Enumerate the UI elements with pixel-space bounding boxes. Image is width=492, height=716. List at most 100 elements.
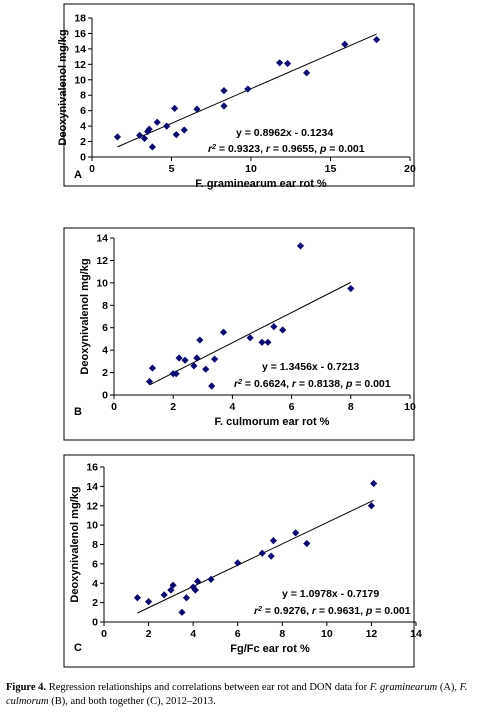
data-point — [175, 354, 183, 362]
y-tick-label: 14 — [74, 43, 86, 55]
x-tick-label: 6 — [235, 628, 241, 640]
data-point — [220, 102, 228, 110]
data-point — [193, 354, 201, 362]
x-tick-label: 10 — [245, 163, 257, 175]
data-point — [145, 125, 153, 133]
y-axis-title: Deoxynivalenol mg/kg — [57, 29, 69, 145]
x-tick-label: 0 — [111, 401, 117, 413]
data-point — [276, 59, 284, 67]
data-point — [148, 364, 157, 372]
data-point — [181, 356, 189, 364]
x-tick-label: 6 — [289, 401, 295, 413]
figure-caption: Figure 4. Regression relationships and c… — [6, 681, 488, 709]
data-point — [270, 322, 278, 331]
y-tick-label: 18 — [74, 13, 86, 25]
y-tick-label: 14 — [96, 233, 108, 245]
x-tick-label: 2 — [170, 401, 176, 413]
caption-prefix: Figure 4. — [6, 682, 47, 693]
y-axis-title: Deoxynivalenol mg/kg — [69, 486, 81, 602]
data-point — [373, 36, 381, 44]
x-tick-label: 10 — [321, 628, 333, 640]
y-tick-label: 16 — [86, 462, 98, 474]
y-tick-label: 8 — [102, 300, 108, 312]
data-point — [136, 131, 144, 139]
chart-panel-b: 0 2 4 6 8 10 12 14 0 2 4 6 8 10 F. culmorum ear rot % D… — [63, 227, 416, 441]
data-point — [370, 479, 378, 488]
data-point — [178, 608, 186, 616]
y-tick-label: 10 — [96, 277, 108, 289]
data-point — [133, 594, 142, 602]
x-tick-label: 12 — [366, 628, 378, 640]
caption-text-1: Regression relationships and correlation… — [46, 682, 370, 693]
x-tick-label: 10 — [404, 401, 416, 413]
x-tick-label: 0 — [89, 163, 95, 175]
data-point — [172, 131, 180, 139]
y-tick-label: 8 — [80, 90, 86, 102]
y-tick-label: 12 — [86, 500, 98, 512]
y-tick-label: 14 — [86, 481, 98, 493]
y-tick-label: 0 — [102, 390, 108, 402]
regression-line — [149, 281, 352, 386]
y-tick-label: 2 — [80, 136, 86, 148]
data-point — [163, 122, 171, 130]
data-point — [207, 575, 215, 583]
x-tick-label: 8 — [348, 401, 354, 413]
data-point — [264, 338, 272, 346]
y-tick-label: 2 — [92, 597, 98, 609]
x-axis-title: Fg/Fc ear rot % — [230, 643, 310, 655]
y-tick-label: 4 — [92, 578, 98, 590]
regression-equation: y = 1.3456x - 0.7213 — [262, 361, 359, 373]
y-tick-label: 12 — [96, 255, 108, 267]
regression-stats: r2 = 0.6624, r = 0.8138, p = 0.001 — [234, 378, 391, 390]
data-point — [196, 336, 204, 344]
chart-frame — [63, 454, 415, 668]
data-point — [258, 338, 266, 346]
data-point — [220, 86, 228, 95]
x-tick-label: 20 — [404, 163, 416, 175]
data-point — [292, 529, 300, 537]
data-point — [219, 328, 228, 336]
y-tick-label: 2 — [102, 367, 108, 379]
x-tick-label: 0 — [101, 628, 107, 640]
chart-frame — [63, 227, 415, 441]
data-point — [303, 539, 311, 548]
y-tick-label: 6 — [102, 322, 108, 334]
data-point — [347, 284, 355, 293]
y-tick-label: 12 — [74, 59, 86, 71]
data-point — [211, 355, 219, 363]
data-point — [234, 559, 242, 567]
caption-species-1: F. graminearum — [369, 682, 438, 693]
caption-text-2: , and both together — [65, 696, 147, 707]
x-tick-label: 4 — [229, 401, 235, 413]
data-point — [113, 133, 122, 141]
x-axis-title: F. culmorum ear rot % — [215, 416, 330, 428]
y-tick-label: 6 — [92, 558, 98, 570]
panel-label: C — [74, 642, 82, 654]
data-point — [144, 598, 153, 606]
data-point — [193, 105, 201, 113]
data-point — [258, 549, 266, 557]
data-point — [194, 577, 202, 585]
data-point — [244, 85, 252, 93]
panel-label: A — [74, 169, 82, 181]
y-tick-label: 8 — [92, 539, 98, 551]
data-point — [303, 69, 311, 77]
data-point — [169, 581, 177, 589]
x-tick-label: 15 — [325, 163, 337, 175]
data-point — [279, 326, 287, 334]
regression-equation: y = 1.0978x - 0.7179 — [282, 588, 379, 600]
regression-line — [137, 499, 374, 614]
x-tick-label: 2 — [146, 628, 152, 640]
chart-panel-c: 0 2 4 6 8 10 12 14 16 0 2 4 6 8 10 12 14 Fg/Fc ear rot % D… — [63, 454, 422, 668]
data-point — [140, 134, 149, 143]
caption-species-2: F. culmorum — [6, 682, 468, 707]
y-tick-label: 6 — [80, 105, 86, 117]
chart-frame — [63, 3, 415, 187]
caption-sep-1: , — [454, 682, 460, 693]
data-point — [148, 143, 157, 151]
y-axis-title: Deoxynivalenol mg/kg — [79, 258, 91, 374]
data-point — [180, 126, 188, 134]
data-point — [144, 127, 152, 136]
data-point — [341, 40, 349, 48]
data-point — [202, 365, 210, 373]
